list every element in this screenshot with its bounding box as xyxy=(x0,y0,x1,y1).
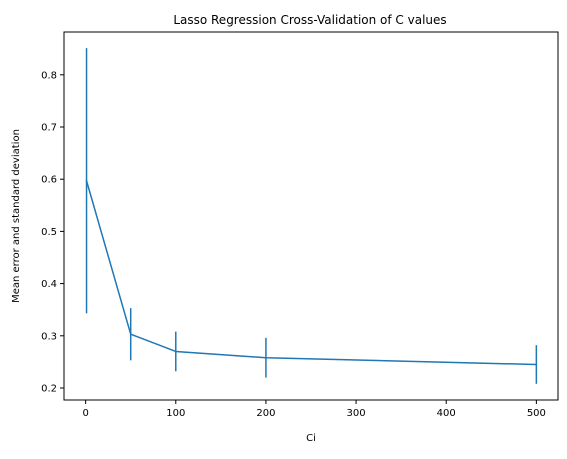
x-axis-label: Ci xyxy=(306,433,316,444)
data-point xyxy=(174,350,177,353)
x-tick-label: 400 xyxy=(437,408,456,419)
data-point xyxy=(535,363,538,366)
chart-title: Lasso Regression Cross-Validation of C v… xyxy=(173,13,446,27)
x-axis-ticks: 0 100 200 300 400 500 xyxy=(82,400,546,419)
x-tick-label: 100 xyxy=(166,408,185,419)
y-tick-label: 0.4 xyxy=(41,279,57,290)
y-axis-label: Mean error and standard deviation xyxy=(11,129,22,303)
y-tick-label: 0.2 xyxy=(41,383,57,394)
y-tick-label: 0.7 xyxy=(41,123,57,134)
y-tick-label: 0.6 xyxy=(41,175,57,186)
data-point xyxy=(265,356,267,359)
data-point xyxy=(129,333,132,336)
data-point xyxy=(85,179,88,182)
x-tick-label: 500 xyxy=(527,408,546,419)
x-tick-label: 0 xyxy=(82,408,88,419)
y-tick-label: 0.3 xyxy=(41,331,57,342)
axes-frame xyxy=(63,31,559,401)
x-tick-label: 300 xyxy=(347,408,366,419)
y-axis-ticks: 0.2 0.3 0.4 0.5 0.6 0.7 0.8 xyxy=(41,70,64,394)
y-tick-label: 0.5 xyxy=(41,227,57,238)
x-tick-label: 200 xyxy=(256,408,275,419)
plot-area xyxy=(85,48,538,384)
y-tick-label: 0.8 xyxy=(41,70,57,81)
